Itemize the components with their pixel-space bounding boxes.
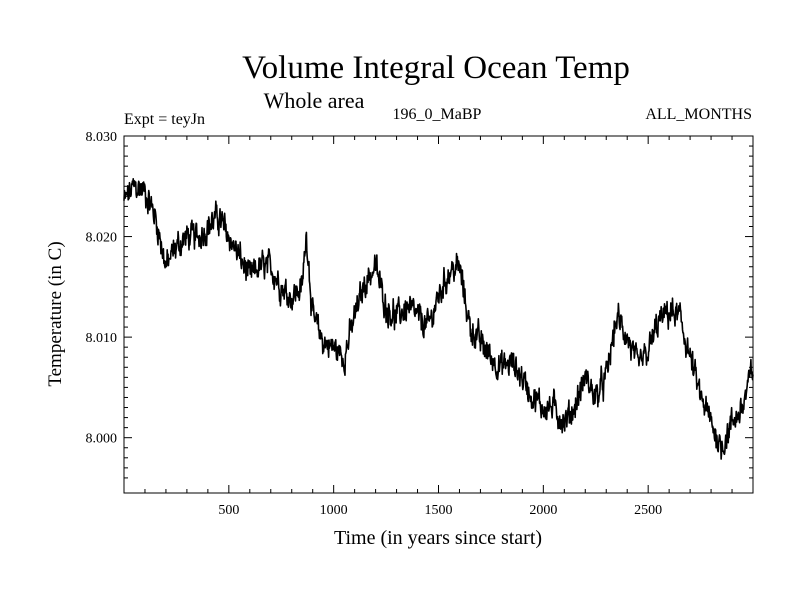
months-label: ALL_MONTHS — [645, 106, 752, 123]
y-tick-label: 8.030 — [86, 130, 118, 145]
temperature-series-line — [123, 178, 754, 460]
plot-frame — [123, 135, 754, 494]
y-tick-label: 8.020 — [86, 231, 118, 246]
x-tick-label: 2000 — [529, 503, 557, 518]
x-tick-label: 500 — [218, 503, 239, 518]
x-tick-label: 1500 — [425, 503, 453, 518]
y-tick-label: 8.000 — [86, 432, 118, 447]
x-tick-label: 1000 — [320, 503, 348, 518]
x-axis: 500 1000 1500 2000 2500 — [144, 136, 733, 518]
y-axis-label: Temperature (in C) — [45, 241, 66, 386]
chart-subtitle: Whole area — [264, 88, 365, 113]
period-label: 196_0_MaBP — [393, 106, 482, 123]
chart-title: Volume Integral Ocean Temp — [242, 50, 630, 86]
x-axis-label: Time (in years since start) — [334, 527, 542, 549]
experiment-label: Expt = teyJn — [124, 111, 205, 128]
y-tick-label: 8.010 — [86, 331, 118, 346]
x-tick-label: 2500 — [634, 503, 662, 518]
